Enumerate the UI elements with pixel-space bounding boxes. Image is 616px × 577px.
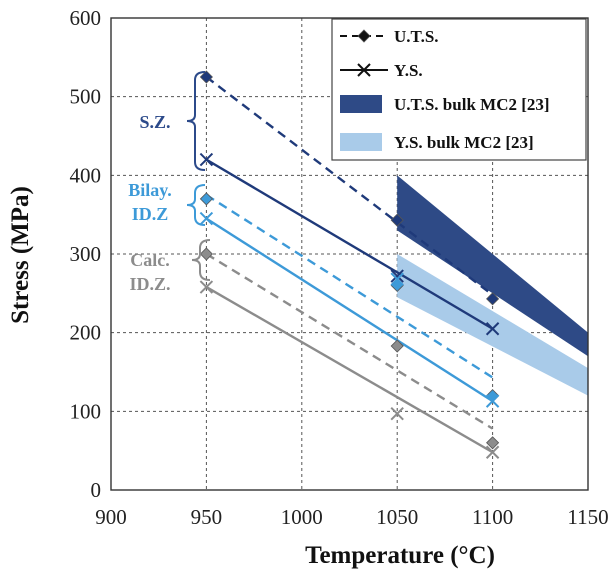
data-point-s-z-u-t-s [390, 213, 404, 227]
x-tick-label: 1150 [567, 505, 608, 529]
y-tick-label: 600 [70, 6, 102, 30]
brace-calc-id-z [191, 239, 211, 281]
series-line-bilay-id-z-u-t-s [205, 193, 494, 379]
data-point-s-z-u-t-s [486, 292, 500, 306]
annotation-layer: S.Z. Bilay. ID.Z Calc. ID.Z. [128, 71, 211, 294]
legend: U.T.S. Y.S. U.T.S. bulk MC2 [23] Y.S. bulk … [331, 18, 587, 161]
data-point-calc-id-z-u-t-s [486, 436, 500, 450]
y-tick-label: 0 [91, 478, 102, 502]
legend-label: U.T.S. bulk MC2 [23] [394, 95, 550, 114]
data-point-calc-id-z-y-s [485, 445, 500, 459]
marker-layer [199, 70, 500, 459]
series-line-calc-id-z-u-t-s [205, 252, 494, 430]
axis-layer: 900 950 1000 1050 1100 1150 0 100 200 300 400 500 60… [70, 6, 609, 529]
annotation-bilay-id-z: Bilay. ID.Z [128, 180, 172, 224]
legend-item-y-s: Y.S. [340, 61, 423, 80]
data-point-calc-id-z-u-t-s [199, 247, 213, 261]
data-point-s-z-y-s [390, 269, 404, 283]
band-y-s-bulk-mc2-23 [397, 254, 588, 396]
x-tick-label: 900 [95, 505, 127, 529]
legend-swatch [340, 95, 382, 113]
data-point-calc-id-z-y-s [199, 280, 214, 294]
legend-label: U.T.S. [394, 27, 439, 46]
data-point-calc-id-z-u-t-s [390, 339, 404, 353]
x-tick-label: 1000 [281, 505, 323, 529]
annotation-calc-id-z: Calc. ID.Z. [129, 250, 170, 294]
x-axis-title: Temperature (°C) [305, 542, 495, 569]
y-tick-label: 100 [70, 399, 102, 423]
legend-label: Y.S. bulk MC2 [23] [394, 133, 534, 152]
legend-label: Y.S. [394, 61, 423, 80]
annotation-s-z: S.Z. [139, 112, 170, 132]
brace-s-z [186, 71, 206, 171]
data-point-bilay-id-z-y-s [485, 394, 500, 408]
series-layer [205, 76, 494, 454]
legend-marker-diamond [357, 29, 371, 43]
data-point-s-z-y-s [199, 152, 214, 167]
x-tick-label: 1100 [472, 505, 513, 529]
x-tick-label: 950 [191, 505, 223, 529]
y-tick-label: 500 [70, 85, 102, 109]
series-line-s-z-y-s [205, 158, 494, 330]
band-u-t-s-bulk-mc2-23 [397, 175, 588, 357]
brace-bilay-id-z [186, 184, 206, 226]
legend-item-y-s-bulk-mc2-23: Y.S. bulk MC2 [23] [340, 133, 534, 152]
y-tick-label: 200 [70, 321, 102, 345]
series-line-bilay-id-z-y-s [205, 217, 494, 403]
data-point-bilay-id-z-y-s [390, 272, 404, 286]
legend-item-u-t-s: U.T.S. [340, 27, 439, 46]
band-layer [397, 175, 588, 396]
data-point-bilay-id-z-y-s [199, 211, 214, 226]
data-point-s-z-u-t-s [199, 70, 213, 84]
data-point-s-z-y-s [485, 322, 500, 336]
x-tick-label: 1050 [376, 505, 418, 529]
legend-swatch [340, 133, 382, 151]
data-point-calc-id-z-y-s [390, 406, 404, 421]
y-tick-label: 400 [70, 163, 102, 187]
legend-marker-cross [357, 63, 371, 77]
legend-item-u-t-s-bulk-mc2-23: U.T.S. bulk MC2 [23] [340, 95, 550, 114]
y-axis-title: Stress (MPa) [7, 186, 34, 324]
plot-frame [110, 17, 589, 491]
y-tick-label: 300 [70, 242, 102, 266]
data-point-bilay-id-z-u-t-s [199, 192, 213, 206]
series-line-calc-id-z-y-s [205, 286, 494, 454]
